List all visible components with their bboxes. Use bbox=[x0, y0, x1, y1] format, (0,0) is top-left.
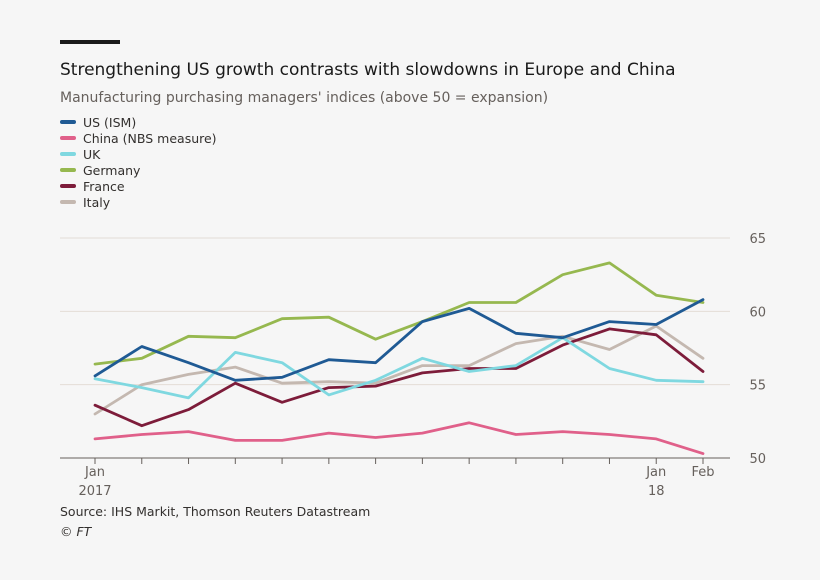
legend-label: China (NBS measure) bbox=[83, 130, 217, 146]
series-line-china-nbs-measure bbox=[93, 421, 705, 456]
legend-item: Italy bbox=[60, 194, 217, 210]
x-tick-label: 2017 bbox=[78, 484, 111, 499]
axis-layer: 50 55 60 65 Jan 2017 Jan 18 Feb bbox=[78, 232, 766, 499]
y-tick-label: 50 bbox=[749, 452, 766, 467]
legend-label: Germany bbox=[83, 162, 141, 178]
series-layer bbox=[93, 261, 705, 456]
legend: US (ISM) China (NBS measure) UK Germany Fran… bbox=[60, 114, 217, 210]
series-line-italy bbox=[93, 324, 705, 416]
x-tick-label: Jan bbox=[645, 465, 666, 480]
y-tick-label: 60 bbox=[749, 305, 766, 320]
grid-layer bbox=[60, 237, 730, 459]
legend-swatch bbox=[60, 168, 76, 172]
chart-title: Strengthening US growth contrasts with s… bbox=[60, 60, 676, 80]
legend-swatch bbox=[60, 184, 76, 188]
credit-note: © FT bbox=[60, 524, 92, 539]
chart-subtitle: Manufacturing purchasing managers' indic… bbox=[60, 90, 549, 106]
legend-item: UK bbox=[60, 146, 217, 162]
legend-swatch bbox=[60, 136, 76, 140]
series-line-france bbox=[93, 327, 705, 428]
legend-label: France bbox=[83, 178, 125, 194]
legend-item: Germany bbox=[60, 162, 217, 178]
legend-swatch bbox=[60, 200, 76, 204]
x-tick-label: Feb bbox=[691, 465, 714, 480]
legend-item: US (ISM) bbox=[60, 114, 217, 130]
legend-swatch bbox=[60, 120, 76, 124]
series-line-germany bbox=[93, 261, 705, 366]
legend-item: China (NBS measure) bbox=[60, 130, 217, 146]
header-rule bbox=[60, 40, 120, 44]
series-line-us-ism bbox=[93, 298, 705, 382]
legend-swatch bbox=[60, 152, 76, 156]
y-tick-label: 65 bbox=[749, 232, 766, 247]
source-note: Source: IHS Markit, Thomson Reuters Data… bbox=[60, 504, 371, 519]
series-line-uk bbox=[93, 336, 705, 400]
legend-label: UK bbox=[83, 146, 101, 162]
y-tick-label: 55 bbox=[749, 379, 766, 394]
legend-item: France bbox=[60, 178, 217, 194]
x-tick-label: Jan bbox=[84, 465, 105, 480]
legend-label: Italy bbox=[83, 194, 111, 210]
x-tick-label: 18 bbox=[648, 484, 665, 499]
legend-label: US (ISM) bbox=[83, 114, 137, 130]
